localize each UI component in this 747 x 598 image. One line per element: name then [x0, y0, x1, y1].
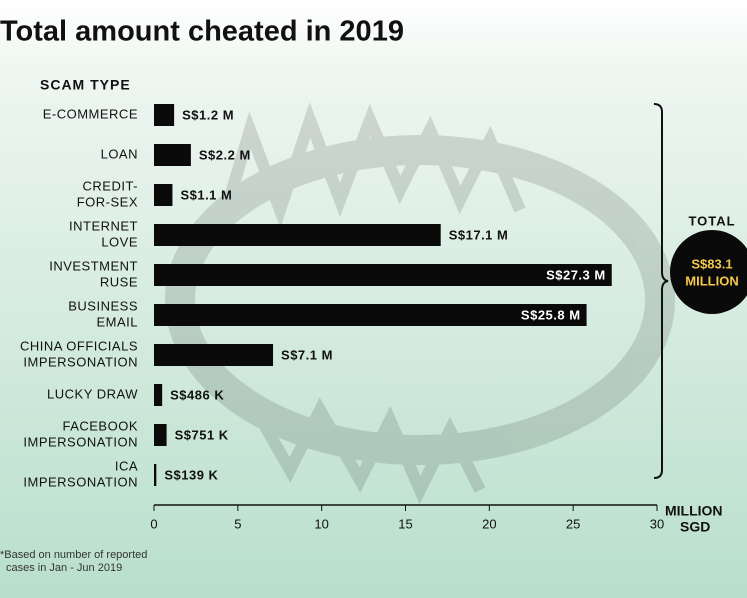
bar: [154, 144, 191, 166]
y-tick-label: IMPERSONATION: [23, 434, 138, 449]
category-header: SCAM TYPE: [40, 77, 131, 93]
trap-illustration: [165, 102, 675, 505]
value-label: S$1.2 M: [182, 107, 234, 122]
total-bracket: [653, 103, 669, 479]
y-tick-label: INVESTMENT: [49, 258, 138, 273]
value-label: S$25.8 M: [521, 307, 581, 322]
value-label: S$1.1 M: [180, 187, 232, 202]
x-tick-label: 20: [482, 516, 496, 531]
value-label: S$751 K: [175, 427, 229, 442]
value-label: S$139 K: [164, 467, 218, 482]
y-tick-label: CREDIT-: [83, 178, 139, 193]
bar: [154, 344, 274, 366]
bar: [154, 424, 167, 446]
total-value: S$83.1: [691, 256, 732, 271]
y-tick-label: ICA: [115, 458, 138, 473]
y-tick-label: FOR-SEX: [77, 194, 138, 209]
y-tick-label: LOVE: [101, 234, 138, 249]
y-tick-label: CHINA OFFICIALS: [20, 338, 138, 353]
x-tick-label: 5: [234, 516, 241, 531]
x-tick-label: 30: [650, 516, 664, 531]
value-label: S$2.2 M: [199, 147, 251, 162]
bar: [154, 104, 175, 126]
total-label: TOTAL: [688, 213, 735, 228]
total-value: MILLION: [685, 273, 738, 288]
y-tick-label: LUCKY DRAW: [47, 386, 138, 401]
bar: [154, 384, 163, 406]
y-tick-label: IMPERSONATION: [23, 354, 138, 369]
y-tick-label: INTERNET: [69, 218, 138, 233]
y-tick-label: BUSINESS: [68, 298, 138, 313]
footnote: *Based on number of reported: [0, 549, 147, 561]
bar: [154, 184, 173, 206]
y-tick-label: EMAIL: [96, 314, 138, 329]
bar: [154, 304, 587, 326]
y-tick-label: RUSE: [100, 274, 138, 289]
bar: [154, 264, 612, 286]
bar: [154, 464, 157, 486]
bar: [154, 224, 441, 246]
x-axis-label: SGD: [680, 519, 710, 535]
footnote: cases in Jan - Jun 2019: [6, 562, 122, 574]
value-label: S$486 K: [170, 387, 224, 402]
x-axis-label: MILLION: [665, 503, 723, 519]
y-tick-label: IMPERSONATION: [23, 474, 138, 489]
x-tick-label: 25: [566, 516, 580, 531]
value-label: S$7.1 M: [281, 347, 333, 362]
y-tick-label: E-COMMERCE: [43, 106, 138, 121]
value-label: S$17.1 M: [449, 227, 509, 242]
total-circle: [670, 230, 747, 314]
chart-title: Total amount cheated in 2019: [0, 16, 404, 48]
x-tick-label: 0: [150, 516, 157, 531]
value-label: S$27.3 M: [546, 267, 606, 282]
y-tick-label: LOAN: [101, 146, 138, 161]
x-tick-label: 10: [314, 516, 328, 531]
x-tick-label: 15: [398, 516, 412, 531]
y-tick-label: FACEBOOK: [62, 418, 138, 433]
